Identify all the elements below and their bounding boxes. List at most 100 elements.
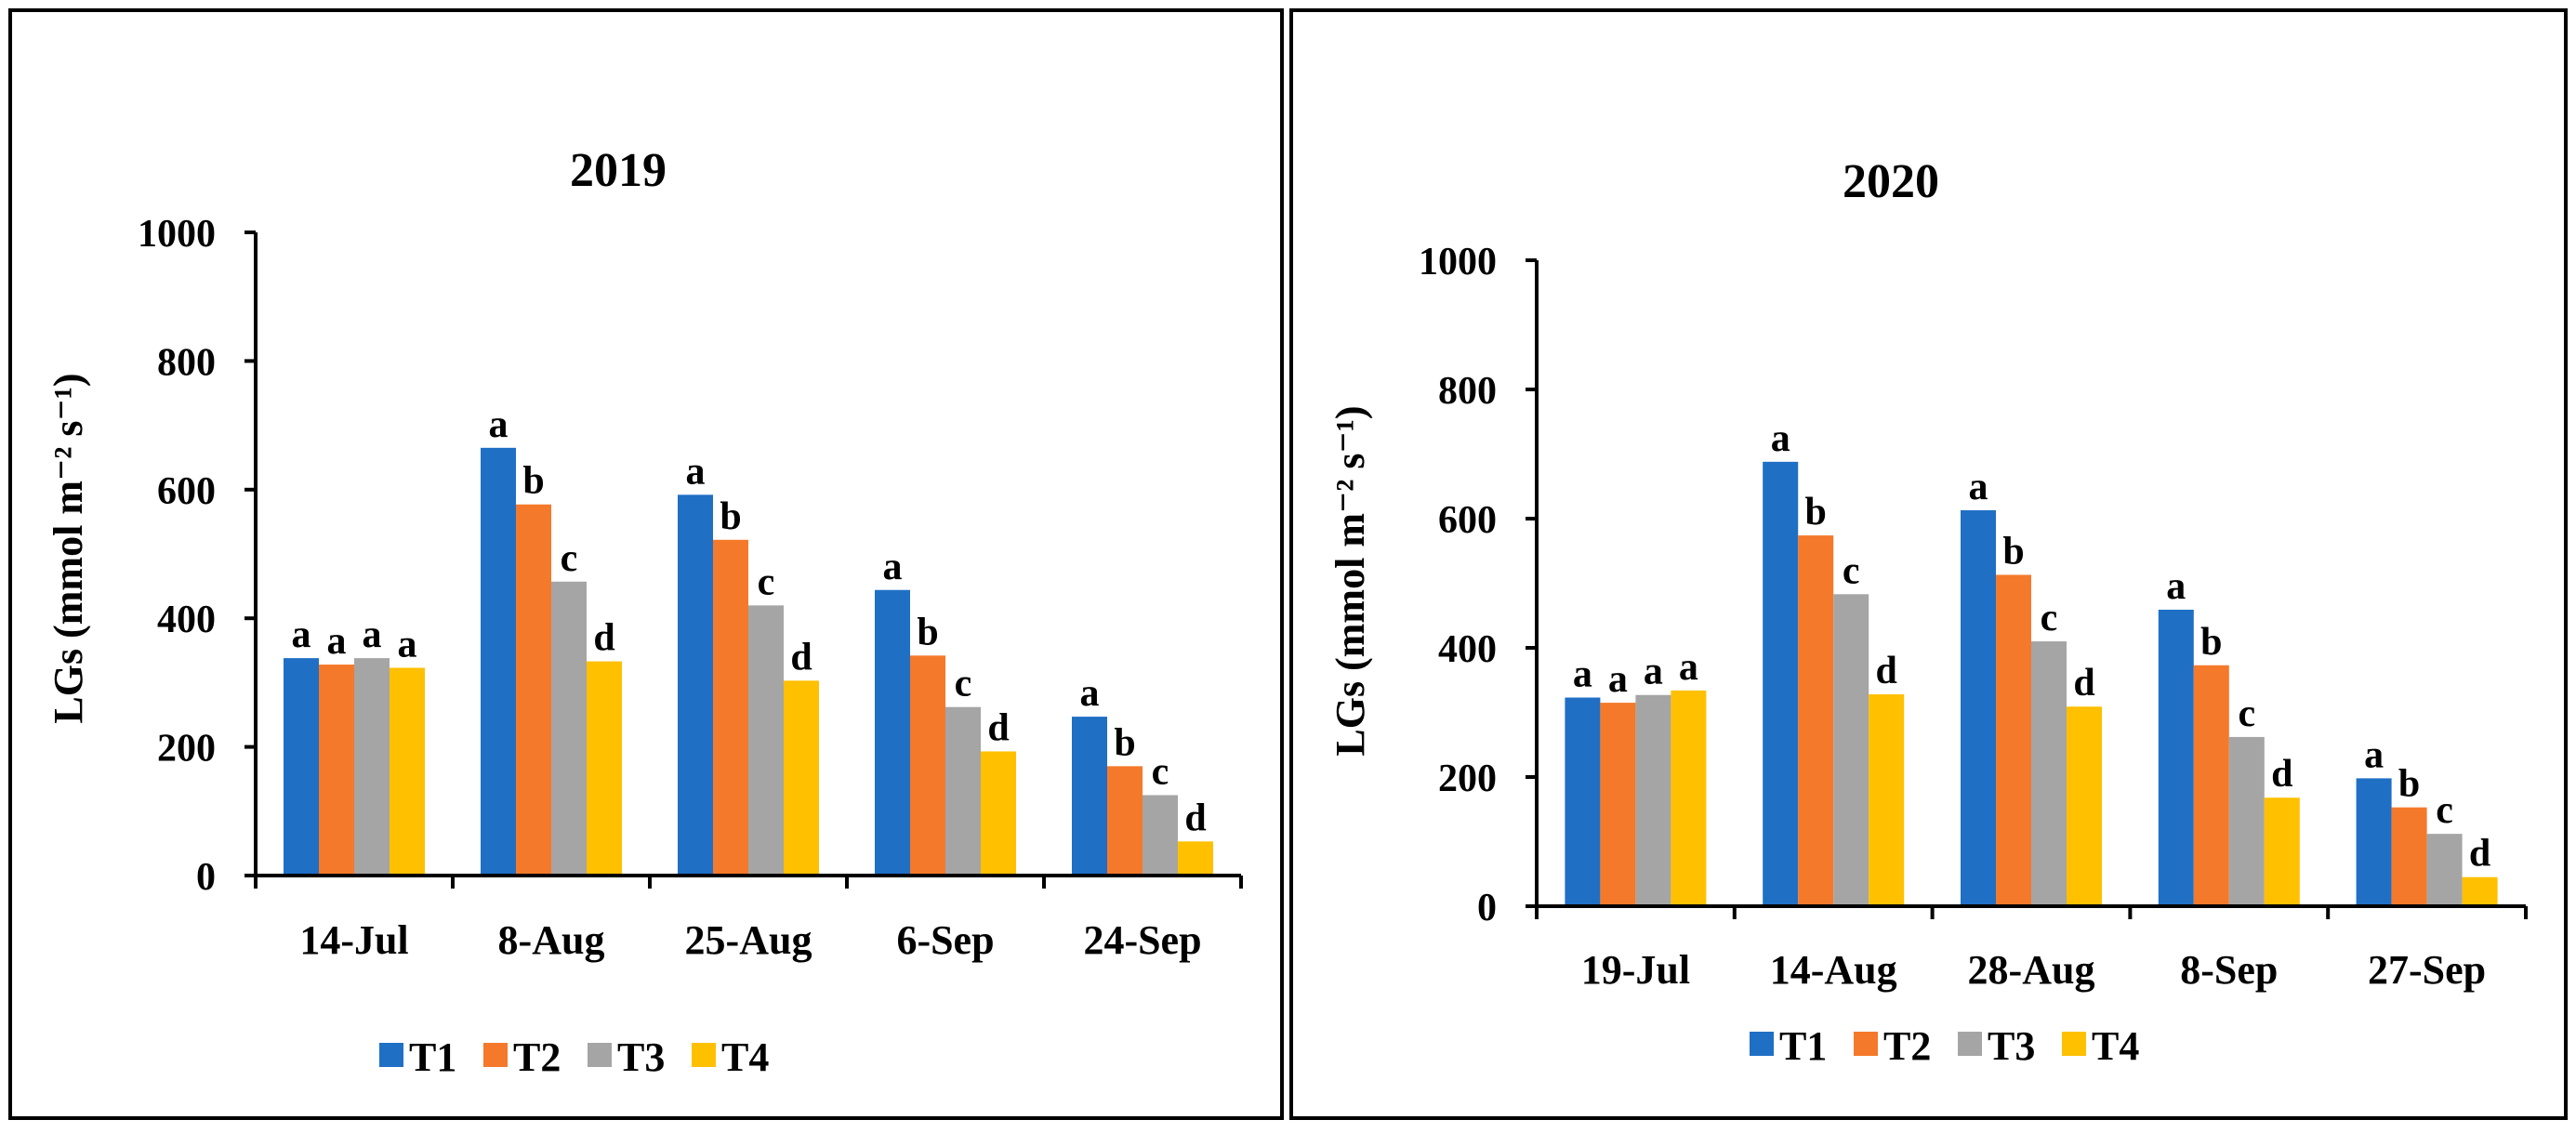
legend-swatch-t1 xyxy=(1750,1032,1774,1056)
bar-t3-14-aug xyxy=(1833,594,1869,906)
significance-letter: b xyxy=(2002,530,2024,573)
bar-t4-14-aug xyxy=(1869,694,1905,906)
significance-letter: a xyxy=(363,613,382,656)
legend-label-t2: T2 xyxy=(1883,1023,1931,1069)
bar-t4-19-jul xyxy=(1671,690,1707,906)
significance-letter: b xyxy=(720,495,741,538)
significance-letter: a xyxy=(883,546,903,588)
significance-letter: b xyxy=(1114,721,1135,764)
significance-letter: a xyxy=(1608,658,1628,701)
significance-letter: a xyxy=(1573,653,1592,696)
x-tick-label: 19-Jul xyxy=(1581,947,1690,993)
bar-t2-24-sep xyxy=(1107,766,1143,876)
chart-2020: 2020 LGs (mmol m⁻² s⁻¹) aaaaaabbbbacccca… xyxy=(1328,155,2528,1069)
legend: T1 T2 T3 T4 xyxy=(1750,1023,2139,1069)
y-tick-label: 0 xyxy=(1477,887,1497,929)
significance-letter: c xyxy=(955,663,972,705)
y-tick-label: 0 xyxy=(196,856,216,899)
significance-letter: a xyxy=(686,450,706,493)
bar-t3-8-aug xyxy=(551,581,587,876)
x-tick-label: 25-Aug xyxy=(685,917,812,963)
bar-t3-25-aug xyxy=(748,605,784,876)
bar-t4-6-sep xyxy=(981,751,1016,876)
significance-letter: a xyxy=(1969,466,1988,508)
y-tick-label: 800 xyxy=(1438,370,1497,413)
significance-letter: a xyxy=(292,613,311,656)
x-tick-label: 14-Aug xyxy=(1770,947,1897,993)
legend-swatch-t4 xyxy=(692,1043,716,1067)
x-tick-label: 24-Sep xyxy=(1083,917,1201,963)
bar-t4-25-aug xyxy=(784,680,819,876)
significance-letter: d xyxy=(2073,662,2094,705)
significance-letter: a xyxy=(1771,417,1790,460)
significance-letter: a xyxy=(489,403,509,446)
legend-label-t4: T4 xyxy=(2092,1023,2139,1069)
x-tick-label: 28-Aug xyxy=(1968,947,2095,993)
x-tick-label: 6-Sep xyxy=(896,917,994,963)
significance-letter: a xyxy=(1679,646,1698,689)
bar-t1-28-aug xyxy=(1961,509,1996,906)
y-tick-label: 600 xyxy=(1438,499,1497,542)
significance-letter: c xyxy=(2436,789,2453,832)
y-tick-label: 1000 xyxy=(138,213,216,256)
x-tick-label: 14-Jul xyxy=(299,917,408,963)
bar-t2-27-sep xyxy=(2391,807,2427,906)
significance-letter: c xyxy=(2238,692,2255,735)
bar-t4-14-jul xyxy=(390,667,425,876)
x-tick-label: 27-Sep xyxy=(2368,947,2486,993)
chart-title: 2019 xyxy=(570,144,667,197)
bar-t2-25-aug xyxy=(713,539,748,876)
significance-letter: d xyxy=(1876,650,1897,692)
legend-label-t3: T3 xyxy=(1988,1023,2035,1069)
chart-title: 2020 xyxy=(1843,155,1939,208)
y-tick-label: 1000 xyxy=(1419,241,1497,283)
significance-letter: c xyxy=(1843,549,1860,592)
legend-label-t1: T1 xyxy=(409,1034,456,1080)
bar-t3-24-sep xyxy=(1143,795,1178,876)
significance-letter: b xyxy=(2398,763,2420,806)
y-tick-label: 800 xyxy=(157,341,216,384)
y-tick-label: 400 xyxy=(1438,628,1497,671)
significance-letter: a xyxy=(2166,565,2186,608)
panel-frame-2019 xyxy=(8,8,1284,1120)
chart-2019: 2019 LGs (mmol m⁻² s⁻¹) aaaaaabbbbacccca… xyxy=(46,144,1243,1080)
bar-t2-8-aug xyxy=(516,504,551,876)
bar-t3-19-jul xyxy=(1635,694,1671,906)
bar-t4-27-sep xyxy=(2462,876,2498,906)
significance-letter: a xyxy=(1080,672,1100,715)
bar-t1-27-sep xyxy=(2356,778,2392,906)
bar-t1-8-sep xyxy=(2158,609,2194,906)
significance-letter: b xyxy=(917,611,938,653)
significance-letter: d xyxy=(790,636,812,678)
y-axis-label: LGs (mmol m⁻² s⁻¹) xyxy=(46,373,91,723)
bar-t2-28-aug xyxy=(1996,574,2031,906)
bar-t3-14-jul xyxy=(354,658,390,876)
bar-t2-14-jul xyxy=(319,665,354,876)
significance-letter: c xyxy=(2041,597,2058,639)
legend-label-t3: T3 xyxy=(617,1034,665,1080)
legend-swatch-t3 xyxy=(1958,1032,1982,1056)
legend: T1 T2 T3 T4 xyxy=(379,1034,769,1080)
bar-t4-28-aug xyxy=(2067,706,2102,906)
bar-t1-8-aug xyxy=(481,447,516,876)
significance-letter: a xyxy=(2364,733,2384,776)
significance-letter: c xyxy=(1152,751,1169,794)
bar-t3-27-sep xyxy=(2426,834,2463,906)
significance-letter: d xyxy=(593,617,614,660)
bar-t1-25-aug xyxy=(678,494,713,876)
legend-swatch-t2 xyxy=(483,1043,508,1067)
y-tick-label: 200 xyxy=(1438,758,1497,800)
panel-frame-2020 xyxy=(1289,8,2568,1120)
bar-t2-6-sep xyxy=(910,655,945,876)
x-tick-label: 8-Aug xyxy=(498,917,605,963)
legend-swatch-t4 xyxy=(2062,1032,2086,1056)
bar-t3-8-sep xyxy=(2228,736,2265,906)
bar-t2-19-jul xyxy=(1600,703,1636,906)
legend-swatch-t2 xyxy=(1854,1032,1878,1056)
bar-t1-14-aug xyxy=(1763,461,1799,906)
significance-letter: a xyxy=(1644,651,1663,693)
